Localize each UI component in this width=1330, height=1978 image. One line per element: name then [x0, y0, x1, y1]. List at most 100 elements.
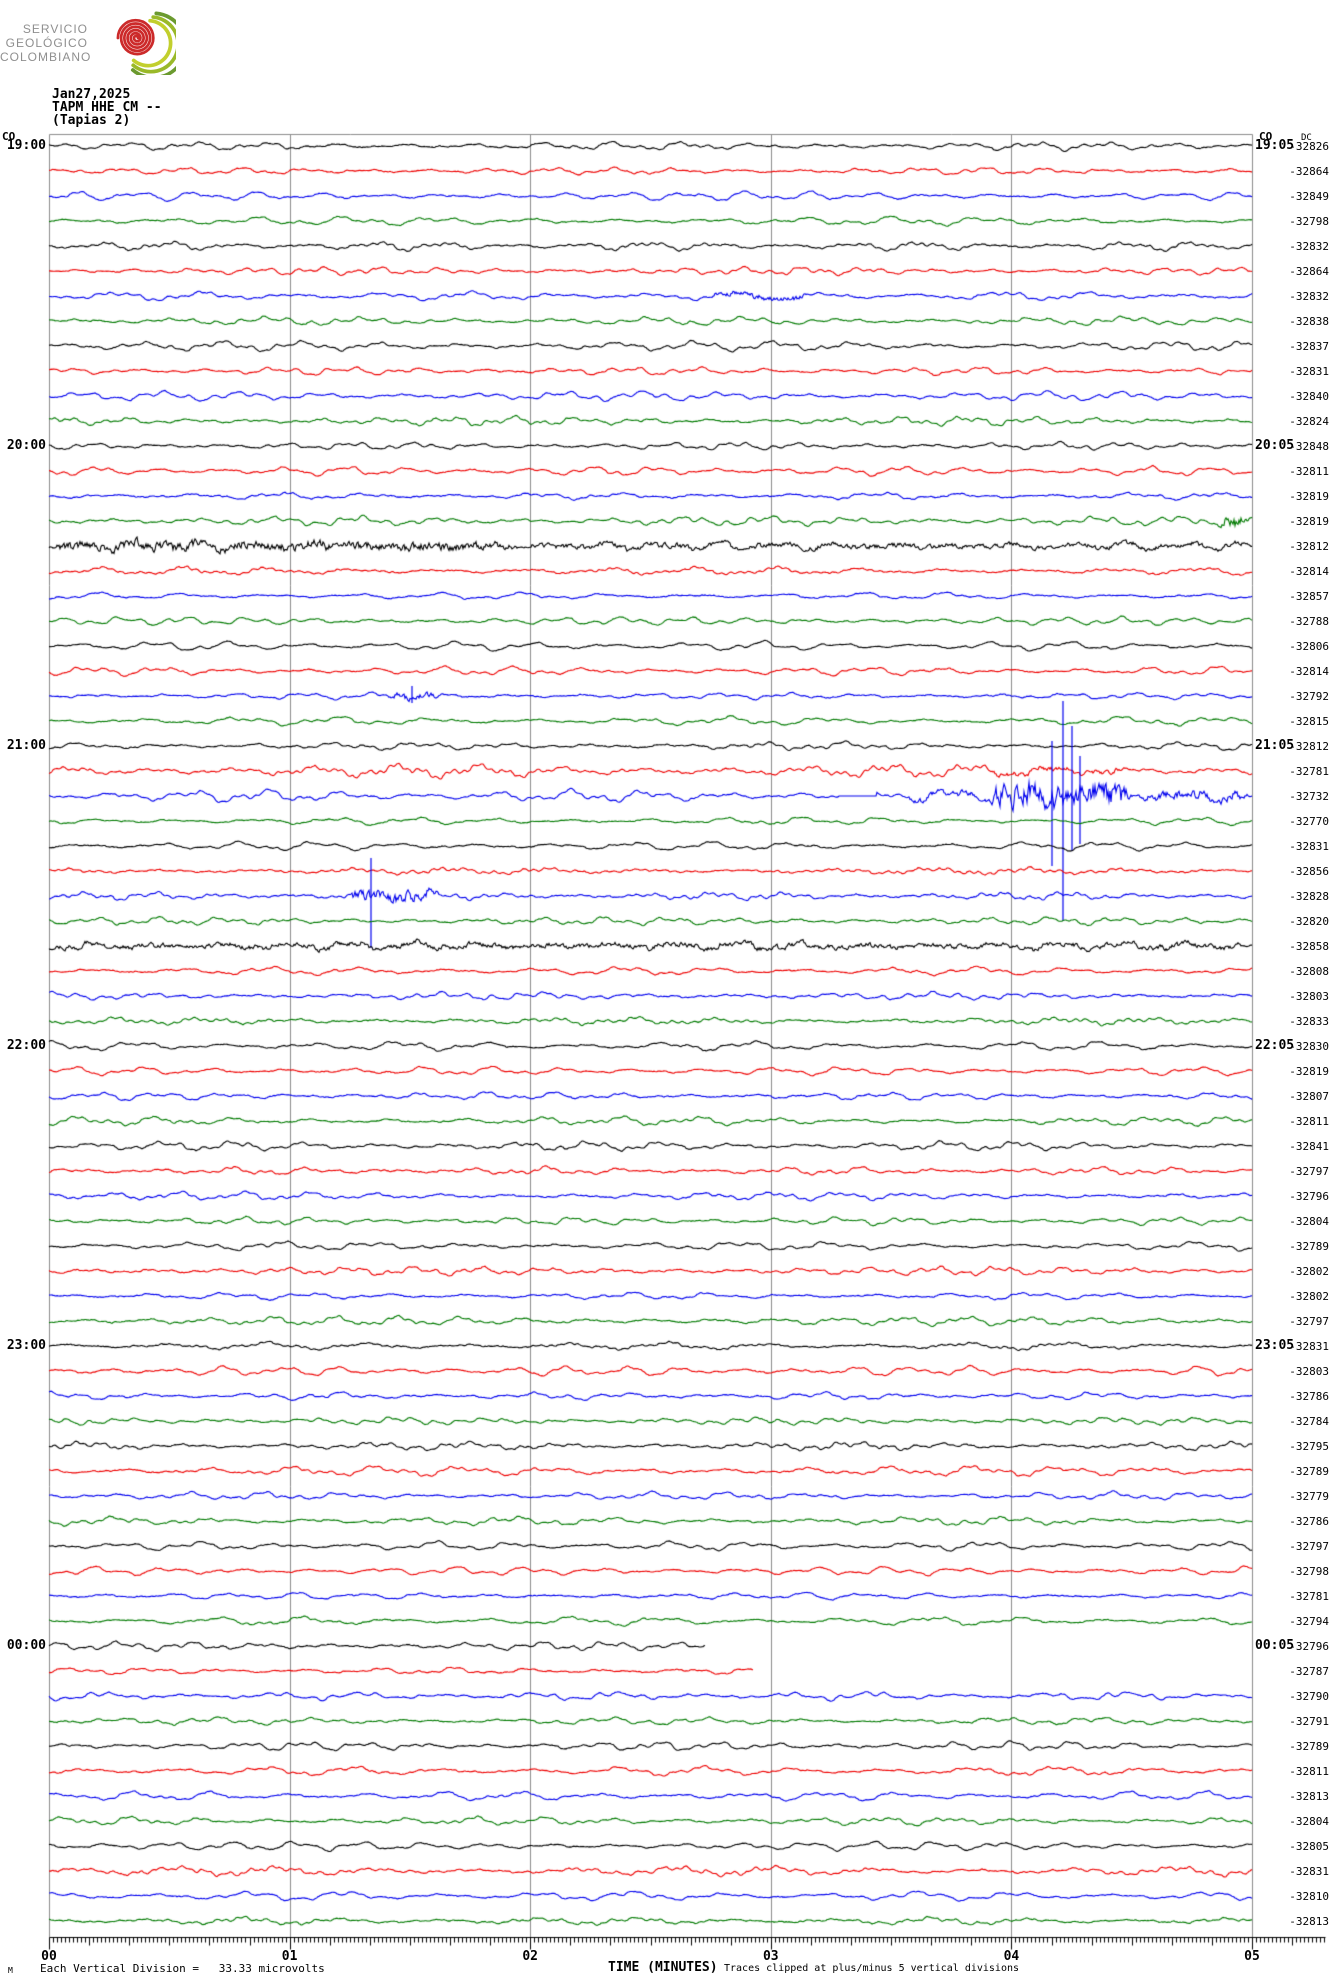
- logo-line-colombiano: COLOMBIANO: [0, 50, 92, 64]
- dc-value: -32790: [1289, 1690, 1329, 1703]
- dc-value: -32779: [1289, 1490, 1329, 1503]
- dc-value: -32812: [1289, 740, 1329, 753]
- dc-value: -32849: [1289, 190, 1329, 203]
- dc-value: -32789: [1289, 1240, 1329, 1253]
- dc-value: -32819: [1289, 515, 1329, 528]
- dc-value: -32803: [1289, 990, 1329, 1003]
- dc-value: -32819: [1289, 1065, 1329, 1078]
- dc-value: -32811: [1289, 465, 1329, 478]
- time-axis-title: TIME (MINUTES): [608, 1960, 718, 1975]
- clip-note: Traces clipped at plus/minus 5 vertical …: [724, 1963, 1020, 1974]
- dc-value: -32792: [1289, 690, 1329, 703]
- hour-label-left: 20:00: [6, 438, 46, 453]
- dc-value: -32864: [1289, 265, 1329, 278]
- dc-value: -32786: [1289, 1515, 1329, 1528]
- dc-value: -32858: [1289, 940, 1329, 953]
- network-code-left: CO: [2, 130, 16, 143]
- hour-label-left: 00:00: [6, 1638, 46, 1653]
- dc-value: -32824: [1289, 415, 1329, 428]
- dc-value: -32857: [1289, 590, 1329, 603]
- dc-value: -32832: [1289, 240, 1329, 253]
- minute-label: 00: [41, 1949, 57, 1964]
- minute-label: 03: [762, 1949, 779, 1964]
- dc-value: -32826: [1289, 140, 1329, 153]
- dc-value: -32807: [1289, 1090, 1329, 1103]
- logo-line-servicio: SERVICIO: [22, 22, 88, 36]
- hour-label-left: 23:00: [6, 1338, 46, 1353]
- dc-value: -32820: [1289, 915, 1329, 928]
- header-station-name: (Tapias 2): [52, 113, 131, 128]
- dc-value: -32828: [1289, 890, 1329, 903]
- dc-value: -32811: [1289, 1765, 1329, 1778]
- dc-value: -32784: [1289, 1415, 1329, 1428]
- dc-value: -32831: [1289, 365, 1329, 378]
- dc-value: -32805: [1289, 1840, 1329, 1853]
- dc-value: -32797: [1289, 1165, 1329, 1178]
- dc-value: -32786: [1289, 1390, 1329, 1403]
- dc-value: -32732: [1289, 790, 1329, 803]
- dc-value: -32813: [1289, 1790, 1329, 1803]
- dc-value: -32798: [1289, 1565, 1329, 1578]
- dc-value: -32794: [1289, 1615, 1329, 1628]
- dc-value: -32841: [1289, 1140, 1329, 1153]
- hour-label-left: 19:00: [6, 138, 46, 153]
- dc-value: -32831: [1289, 840, 1329, 853]
- dc-value: -32848: [1289, 440, 1329, 453]
- dc-value: -32795: [1289, 1440, 1329, 1453]
- hour-label-right: 23:05: [1255, 1338, 1295, 1353]
- dc-value: -32796: [1289, 1190, 1329, 1203]
- dc-value: -32787: [1289, 1665, 1329, 1678]
- minute-label: 01: [281, 1949, 298, 1964]
- sgc-spiral-logo-icon: [116, 11, 176, 75]
- dc-value: -32802: [1289, 1265, 1329, 1278]
- dc-value: -32837: [1289, 340, 1329, 353]
- dc-value: -32796: [1289, 1640, 1329, 1653]
- header-date: Jan27,2025: [52, 87, 131, 102]
- dc-value: -32812: [1289, 540, 1329, 553]
- hour-label-left: 21:00: [6, 738, 46, 753]
- dc-value: -32806: [1289, 640, 1329, 653]
- hour-label-right: 00:05: [1255, 1638, 1295, 1653]
- dc-value: -32804: [1289, 1215, 1329, 1228]
- dc-value: -32815: [1289, 715, 1329, 728]
- dc-value: -32856: [1289, 865, 1329, 878]
- dc-value: -32831: [1289, 1865, 1329, 1878]
- dc-value: -32798: [1289, 215, 1329, 228]
- dc-value: -32802: [1289, 1290, 1329, 1303]
- hour-label-left: 22:00: [6, 1038, 46, 1053]
- dc-value: -32830: [1289, 1040, 1329, 1053]
- dc-value: -32840: [1289, 390, 1329, 403]
- dc-value: -32833: [1289, 1015, 1329, 1028]
- dc-value: -32819: [1289, 490, 1329, 503]
- dc-value: -32804: [1289, 1815, 1329, 1828]
- footer-sub-glyph: M: [8, 1966, 13, 1975]
- dc-value: -32781: [1289, 765, 1329, 778]
- network-code-right: CO: [1259, 130, 1273, 143]
- dc-value: -32808: [1289, 965, 1329, 978]
- minute-label: 02: [522, 1949, 539, 1964]
- dc-value: -32789: [1289, 1740, 1329, 1753]
- dc-value: -32788: [1289, 615, 1329, 628]
- dc-value: -32797: [1289, 1315, 1329, 1328]
- dc-value: -32789: [1289, 1465, 1329, 1478]
- hour-label-right: 21:05: [1255, 738, 1295, 753]
- dc-value: -32797: [1289, 1540, 1329, 1553]
- dc-value: -32803: [1289, 1365, 1329, 1378]
- dc-column-header: DC: [1301, 133, 1312, 143]
- dc-value: -32814: [1289, 565, 1329, 578]
- minute-label: 05: [1244, 1949, 1260, 1964]
- hour-label-right: 19:05: [1255, 138, 1295, 153]
- dc-value: -32864: [1289, 165, 1329, 178]
- minute-label: 04: [1003, 1949, 1020, 1964]
- dc-value: -32811: [1289, 1115, 1329, 1128]
- dc-value: -32814: [1289, 665, 1329, 678]
- dc-value: -32813: [1289, 1915, 1329, 1928]
- header-station-code: TAPM HHE CM --: [52, 100, 162, 115]
- dc-value: -32810: [1289, 1890, 1329, 1903]
- dc-value: -32791: [1289, 1715, 1329, 1728]
- dc-value: -32770: [1289, 815, 1329, 828]
- division-note: Each Vertical Division = 33.33 microvolt…: [40, 1962, 325, 1975]
- logo-line-geologico: GEOLÓGICO: [5, 36, 88, 50]
